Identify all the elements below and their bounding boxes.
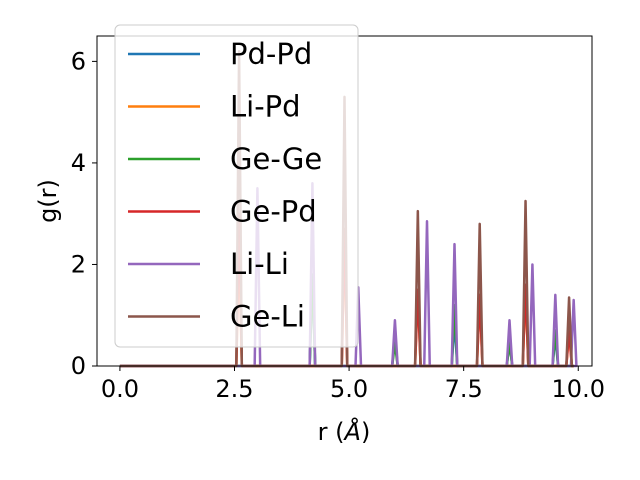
legend-label-ge-pd: Ge-Pd — [230, 195, 317, 229]
y-axis: 0 2 4 6 — [71, 47, 97, 380]
y-tick-label: 0 — [71, 352, 86, 380]
x-tick-label: 10.0 — [552, 375, 605, 403]
x-tick-label: 0.0 — [101, 375, 139, 403]
y-axis-label: g(r) — [34, 179, 62, 223]
x-axis-label: r (Å) — [318, 417, 371, 446]
x-tick-label: 7.5 — [445, 375, 483, 403]
y-tick-label: 2 — [71, 250, 86, 278]
x-tick-label: 5.0 — [330, 375, 368, 403]
y-tick-label: 6 — [71, 47, 86, 75]
legend-label-li-pd: Li-Pd — [230, 90, 301, 124]
x-tick-label: 2.5 — [215, 375, 253, 403]
legend-label-ge-ge: Ge-Ge — [230, 142, 322, 176]
legend-label-li-li: Li-Li — [230, 247, 289, 281]
legend-label-pd-pd: Pd-Pd — [230, 37, 312, 71]
x-axis: 0.0 2.5 5.0 7.5 10.0 — [101, 366, 605, 403]
legend-label-ge-li: Ge-Li — [230, 300, 305, 334]
y-tick-label: 4 — [71, 149, 86, 177]
legend: Pd-Pd Li-Pd Ge-Ge Ge-Pd Li-Li Ge-Li — [114, 24, 359, 348]
